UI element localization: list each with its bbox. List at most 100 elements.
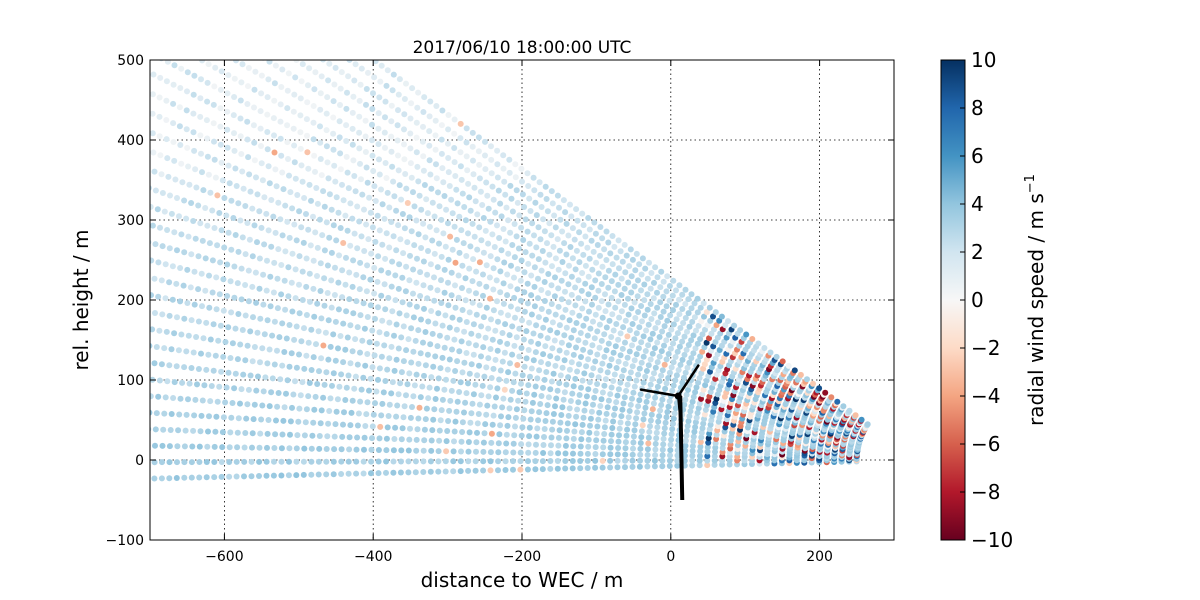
scatter-point xyxy=(595,287,602,294)
scatter-point xyxy=(258,90,265,97)
scatter-point xyxy=(195,253,202,260)
scatter-point xyxy=(674,452,681,459)
scatter-point xyxy=(212,352,219,359)
scatter-point xyxy=(237,133,244,140)
scatter-point xyxy=(433,161,439,168)
scatter-point xyxy=(213,413,220,420)
scatter-point xyxy=(339,433,346,440)
scatter-point xyxy=(198,412,205,419)
scatter-point xyxy=(260,388,267,395)
scatter-point xyxy=(519,191,526,198)
scatter-point xyxy=(271,259,278,266)
scatter-point xyxy=(432,353,439,360)
scatter-point xyxy=(485,355,492,362)
scatter-point xyxy=(370,411,377,418)
scatter-point xyxy=(283,390,289,397)
scatter-point xyxy=(488,430,495,437)
scatter-point xyxy=(296,253,303,260)
scatter-point xyxy=(448,387,455,394)
scatter-point xyxy=(423,196,430,203)
scatter-point xyxy=(402,288,409,295)
scatter-point xyxy=(469,143,476,150)
scatter-point xyxy=(305,393,312,400)
scatter-point xyxy=(573,247,580,254)
scatter-point xyxy=(372,60,379,65)
scatter-point xyxy=(710,313,716,320)
scatter-point xyxy=(227,355,234,361)
scatter-point xyxy=(368,458,375,465)
scatter-point xyxy=(461,328,468,335)
scatter-point xyxy=(415,89,422,96)
scatter-point xyxy=(518,257,525,264)
scatter-point xyxy=(654,274,661,281)
scatter-point xyxy=(593,430,600,437)
scatter-point xyxy=(676,311,683,318)
scatter-point xyxy=(214,242,221,249)
scatter-point xyxy=(408,174,415,181)
scatter-point xyxy=(361,446,367,453)
scatter-point xyxy=(522,249,529,256)
scatter-point xyxy=(489,421,496,428)
scatter-point xyxy=(152,187,159,194)
scatter-point xyxy=(272,229,279,236)
scatter-point xyxy=(364,262,371,269)
scatter-point xyxy=(690,350,697,357)
scatter-point xyxy=(679,356,686,363)
scatter-point xyxy=(437,417,444,424)
scatter-point xyxy=(158,361,165,368)
scatter-point xyxy=(652,264,659,271)
scatter-point xyxy=(218,68,225,75)
scatter-point xyxy=(546,220,553,227)
scatter-point xyxy=(494,385,501,392)
scatter-point xyxy=(569,309,576,316)
scatter-point xyxy=(278,84,285,90)
scatter-point xyxy=(470,256,477,263)
scatter-point xyxy=(150,342,153,349)
scatter-point xyxy=(509,208,516,215)
scatter-point xyxy=(441,193,448,199)
scatter-point xyxy=(455,294,462,301)
scatter-point xyxy=(689,462,696,469)
scatter-point xyxy=(608,294,615,301)
scatter-point xyxy=(576,259,583,266)
scatter-point xyxy=(575,277,582,284)
scatter-point xyxy=(611,288,618,295)
scatter-point xyxy=(657,314,664,320)
scatter-point xyxy=(696,400,703,407)
scatter-point xyxy=(674,457,681,464)
scatter-point xyxy=(487,253,494,260)
scatter-point xyxy=(350,157,357,164)
scatter-point xyxy=(506,332,513,339)
scatter-point xyxy=(379,400,386,407)
scatter-point xyxy=(588,408,595,415)
scatter-point xyxy=(633,250,640,257)
scatter-point xyxy=(559,314,566,321)
scatter-point xyxy=(422,329,429,335)
scatter-point xyxy=(487,346,494,352)
scatter-point xyxy=(265,227,272,234)
scatter-point xyxy=(271,97,278,104)
scatter-point xyxy=(293,323,300,330)
scatter-point xyxy=(449,210,456,217)
scatter-point xyxy=(225,229,232,236)
scatter-point xyxy=(305,165,312,172)
scatter-point xyxy=(527,373,533,380)
scatter-point xyxy=(359,191,366,198)
scatter-point xyxy=(395,167,402,174)
scatter-point xyxy=(456,213,463,220)
scatter-point xyxy=(284,105,291,112)
scatter-point xyxy=(637,391,644,398)
scatter-point xyxy=(261,241,268,248)
scatter-point xyxy=(605,301,612,308)
scatter-point xyxy=(151,475,158,482)
scatter-point xyxy=(350,93,357,100)
scatter-point xyxy=(476,161,483,168)
scatter-point xyxy=(478,237,485,244)
scatter-point xyxy=(381,129,388,136)
scatter-point xyxy=(413,149,420,156)
scatter-point xyxy=(514,362,521,368)
scatter-point xyxy=(324,262,331,269)
scatter-point xyxy=(445,279,451,286)
scatter-point xyxy=(267,273,274,280)
scatter-point xyxy=(698,318,705,325)
